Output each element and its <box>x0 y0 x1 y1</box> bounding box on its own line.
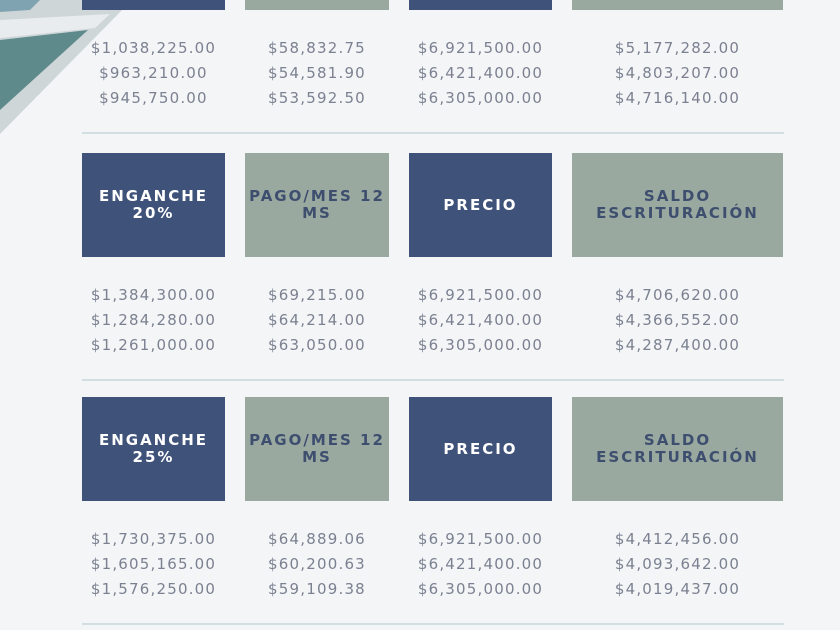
price-value: $6,305,000.00 <box>417 89 544 107</box>
price-value: $5,177,282.00 <box>614 39 741 57</box>
price-value: $1,384,300.00 <box>90 286 217 304</box>
price-value: $4,287,400.00 <box>614 336 741 354</box>
price-value: $53,592.50 <box>268 89 366 107</box>
price-value: $4,803,207.00 <box>614 64 741 82</box>
price-value: $6,305,000.00 <box>417 336 544 354</box>
price-value: $6,921,500.00 <box>417 286 544 304</box>
divider <box>82 623 784 625</box>
price-value: $4,366,552.00 <box>614 311 741 329</box>
price-value: $60,200.63 <box>268 555 366 573</box>
price-value: $6,421,400.00 <box>417 64 544 82</box>
header-cell: PRECIO <box>409 397 552 501</box>
price-value: $59,109.38 <box>268 580 366 598</box>
header-cell: PAGO/MES 12 MS <box>245 153 389 257</box>
price-value: $64,214.00 <box>268 311 366 329</box>
header-cell: ENGANCHE 25% <box>82 397 225 501</box>
price-value: $4,412,456.00 <box>614 530 741 548</box>
price-value: $54,581.90 <box>268 64 366 82</box>
price-value: $1,576,250.00 <box>90 580 217 598</box>
price-value: $63,050.00 <box>268 336 366 354</box>
price-value: $58,832.75 <box>268 39 366 57</box>
price-value: $6,921,500.00 <box>417 530 544 548</box>
price-value: $6,421,400.00 <box>417 555 544 573</box>
price-value: $6,921,500.00 <box>417 39 544 57</box>
header-cell: ENGANCHE 20% <box>82 153 225 257</box>
price-value: $1,605,165.00 <box>90 555 217 573</box>
price-value: $963,210.00 <box>99 64 208 82</box>
header-cell: SALDO ESCRITURACIÓN <box>572 397 783 501</box>
header-cell: SALDO ESCRITURACIÓN <box>572 153 783 257</box>
price-value: $4,093,642.00 <box>614 555 741 573</box>
price-value: $4,706,620.00 <box>614 286 741 304</box>
price-value: $64,889.06 <box>268 530 366 548</box>
header-cell <box>82 0 225 10</box>
header-cell <box>245 0 389 10</box>
header-cell: PRECIO <box>409 153 552 257</box>
price-value: $1,261,000.00 <box>90 336 217 354</box>
header-cell <box>409 0 552 10</box>
header-cell: PAGO/MES 12 MS <box>245 397 389 501</box>
price-value: $1,038,225.00 <box>90 39 217 57</box>
corner-image <box>0 0 132 134</box>
price-value: $4,716,140.00 <box>614 89 741 107</box>
header-cell <box>572 0 783 10</box>
price-value: $69,215.00 <box>268 286 366 304</box>
price-value: $1,730,375.00 <box>90 530 217 548</box>
price-value: $945,750.00 <box>99 89 208 107</box>
divider <box>82 132 784 134</box>
price-value: $6,305,000.00 <box>417 580 544 598</box>
price-value: $4,019,437.00 <box>614 580 741 598</box>
divider <box>82 379 784 381</box>
price-value: $6,421,400.00 <box>417 311 544 329</box>
price-value: $1,284,280.00 <box>90 311 217 329</box>
